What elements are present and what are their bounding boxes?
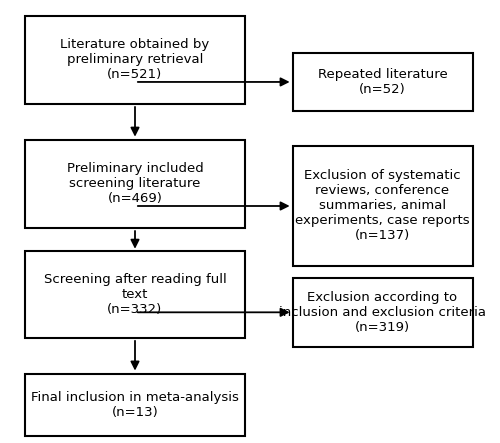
Bar xyxy=(292,53,472,111)
Bar xyxy=(25,252,245,338)
Text: Literature obtained by
preliminary retrieval
(n=521): Literature obtained by preliminary retri… xyxy=(60,38,210,82)
Text: Screening after reading full
text
(n=332): Screening after reading full text (n=332… xyxy=(44,273,226,316)
Bar xyxy=(25,140,245,228)
Text: Exclusion according to
inclusion and exclusion criteria
(n=319): Exclusion according to inclusion and exc… xyxy=(279,291,486,334)
Bar xyxy=(25,16,245,104)
Bar xyxy=(292,146,472,266)
Bar xyxy=(25,374,245,436)
Text: Preliminary included
screening literature
(n=469): Preliminary included screening literatur… xyxy=(66,162,203,206)
Text: Final inclusion in meta-analysis
(n=13): Final inclusion in meta-analysis (n=13) xyxy=(31,391,239,420)
Text: Repeated literature
(n=52): Repeated literature (n=52) xyxy=(318,68,448,96)
Bar xyxy=(292,278,472,346)
Text: Exclusion of systematic
reviews, conference
summaries, animal
experiments, case : Exclusion of systematic reviews, confere… xyxy=(295,170,470,242)
